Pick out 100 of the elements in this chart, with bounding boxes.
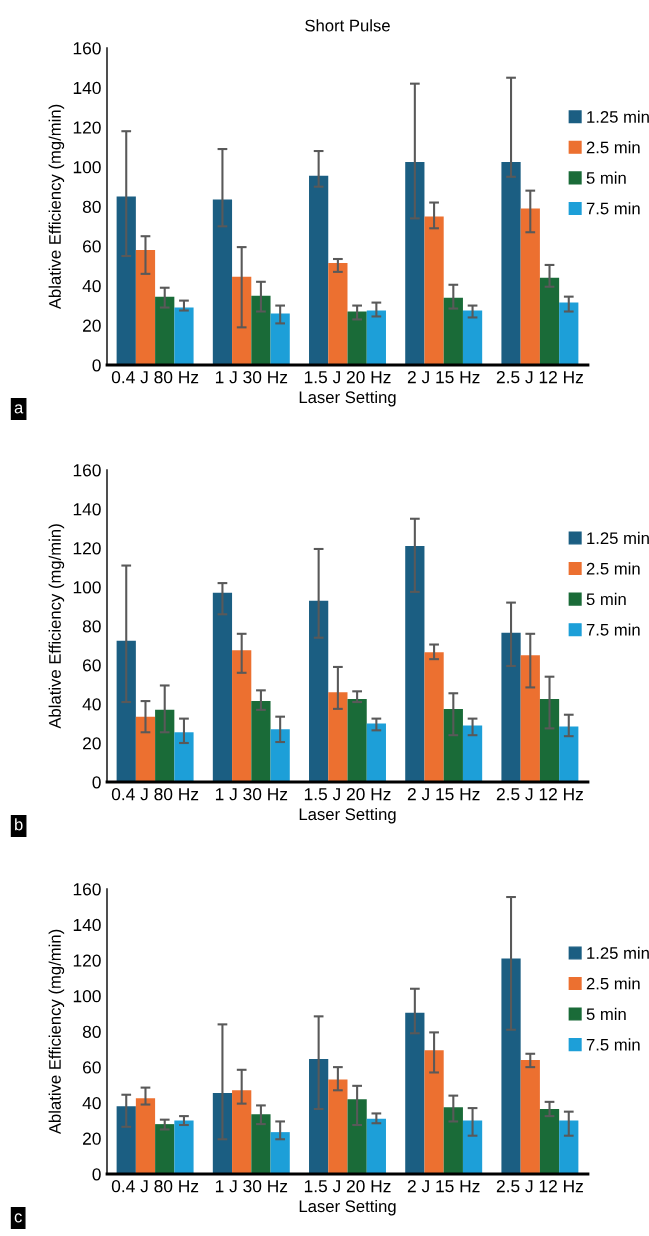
bar — [328, 262, 348, 365]
bar — [501, 958, 521, 1174]
y-tick-label: 140 — [73, 918, 101, 932]
bar — [520, 208, 540, 365]
bar — [174, 1120, 194, 1174]
bar — [424, 1050, 444, 1174]
legend-label: 5 min — [586, 1007, 626, 1021]
bar — [366, 723, 386, 782]
bar — [212, 592, 233, 782]
bar — [270, 729, 290, 782]
x-tick-label: 1.5 J 20 Hz — [304, 788, 391, 801]
bar — [270, 1132, 290, 1174]
bar — [135, 250, 156, 365]
x-axis-title: Laser Setting — [299, 390, 396, 407]
legend-label: 2.5 min — [586, 562, 640, 575]
y-tick-label: 0 — [92, 1168, 101, 1181]
bar — [501, 632, 521, 782]
bar — [309, 600, 329, 782]
bar — [251, 1114, 271, 1174]
y-tick-label: 160 — [73, 883, 101, 896]
x-tick-label: 0.4 J 80 Hz — [111, 788, 199, 801]
y-tick-label: 20 — [83, 319, 101, 332]
bar — [462, 1120, 483, 1174]
bar — [347, 1099, 367, 1174]
x-tick-label: 2.5 J 12 Hz — [496, 371, 583, 384]
bar — [328, 692, 348, 782]
bar — [443, 1107, 463, 1174]
bar — [232, 276, 252, 365]
legend-label: 5 min — [586, 171, 626, 184]
legend-label: 7.5 min — [586, 623, 640, 636]
bar — [347, 699, 367, 782]
y-tick-label: 160 — [73, 464, 101, 477]
x-tick-label: 1 J 30 Hz — [215, 371, 288, 384]
x-axis-title: Laser Setting — [299, 807, 396, 824]
bar — [539, 699, 560, 782]
bar — [174, 307, 194, 365]
bar — [174, 732, 194, 782]
x-tick-label: 1 J 30 Hz — [215, 788, 288, 801]
y-tick-label: 160 — [73, 42, 101, 55]
bar — [251, 701, 271, 782]
y-tick-label: 100 — [73, 990, 101, 1003]
y-tick-label: 120 — [73, 542, 101, 555]
bar — [462, 725, 483, 782]
bar — [501, 161, 521, 365]
x-tick-label: 1.5 J 20 Hz — [304, 1180, 391, 1193]
bar — [539, 1108, 560, 1174]
x-tick-label: 2.5 J 12 Hz — [496, 1180, 583, 1193]
bar — [424, 652, 444, 782]
x-tick-label: 1 J 30 Hz — [215, 1180, 288, 1193]
y-tick-label: 100 — [73, 581, 101, 594]
text: a — [14, 404, 24, 414]
legend-label: 1.25 min — [587, 531, 649, 545]
y-tick-label: 120 — [73, 121, 101, 134]
bar — [443, 708, 463, 782]
legend-label: 5 min — [586, 592, 626, 606]
x-axis-title: Laser Setting — [299, 1199, 396, 1216]
bar — [116, 1106, 136, 1174]
y-tick-label: 0 — [92, 776, 101, 789]
x-tick-label: 2 J 15 Hz — [407, 788, 480, 801]
bar — [251, 295, 271, 365]
legend-label: 7.5 min — [586, 202, 640, 215]
bar — [520, 655, 540, 782]
bar — [424, 216, 444, 365]
y-axis-title: Ablative Efficiency (mg/min) — [48, 929, 65, 1135]
bar — [212, 199, 233, 365]
bar — [155, 709, 175, 782]
bar — [116, 196, 136, 365]
bar — [270, 313, 290, 365]
x-tick-label: 2 J 15 Hz — [407, 371, 480, 384]
bar — [559, 1120, 579, 1174]
legend-label: 7.5 min — [586, 1038, 640, 1051]
y-tick-label: 60 — [83, 1061, 101, 1074]
bar — [559, 302, 579, 365]
bar — [539, 277, 560, 365]
legend-label: 1.25 min — [587, 110, 649, 123]
text: c — [14, 1213, 22, 1223]
bar — [328, 1079, 348, 1174]
y-tick-label: 40 — [82, 1096, 101, 1110]
y-tick-label: 60 — [83, 659, 101, 672]
bar — [309, 175, 329, 365]
bar — [155, 1124, 175, 1174]
bar — [347, 311, 367, 365]
bar — [366, 1118, 386, 1174]
bar — [462, 310, 483, 365]
y-tick-label: 0 — [92, 359, 101, 372]
bar — [232, 1090, 252, 1174]
x-tick-label: 0.4 J 80 Hz — [111, 1180, 199, 1193]
x-tick-label: 2.5 J 12 Hz — [496, 788, 583, 801]
bar — [116, 640, 136, 782]
bar — [559, 726, 579, 782]
x-tick-label: 1.5 J 20 Hz — [304, 371, 391, 384]
y-tick-label: 80 — [82, 1025, 101, 1038]
bar — [366, 310, 386, 365]
y-tick-label: 20 — [83, 737, 101, 750]
x-tick-label: 0.4 J 80 Hz — [111, 371, 199, 384]
y-tick-label: 80 — [82, 620, 101, 633]
bar — [405, 1012, 425, 1174]
legend-label: 1.25 min — [587, 946, 649, 959]
bar — [443, 297, 463, 365]
chart-title: Short Pulse — [305, 19, 390, 32]
